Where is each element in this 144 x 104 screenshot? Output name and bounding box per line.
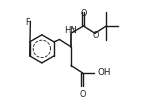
Text: O: O xyxy=(80,9,87,18)
Text: HN: HN xyxy=(64,26,77,35)
Text: ~: ~ xyxy=(70,26,75,32)
Text: O: O xyxy=(92,31,99,40)
Text: F: F xyxy=(25,18,30,27)
Text: O: O xyxy=(79,90,86,99)
Text: OH: OH xyxy=(97,68,111,77)
